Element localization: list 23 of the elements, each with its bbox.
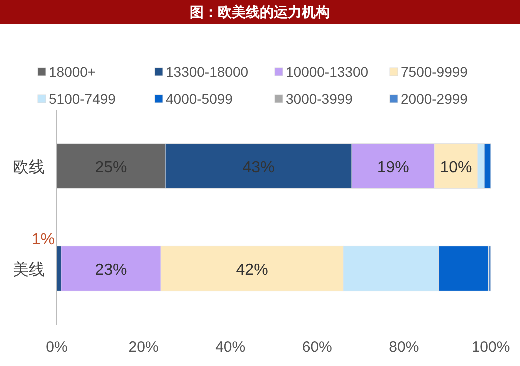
y-tick-label: 美线: [13, 260, 45, 279]
data-label: 23%: [95, 262, 128, 279]
data-label: 10%: [440, 159, 472, 176]
x-tick-label: 100%: [472, 339, 510, 356]
x-tick-label: 40%: [216, 339, 246, 356]
data-label: 43%: [242, 159, 275, 176]
legend-label: 13300-18000: [166, 64, 249, 80]
legend-label: 4000-5099: [166, 91, 234, 107]
chart-title: 图：欧美线的运力机构: [190, 4, 330, 20]
legend-label: 18000+: [49, 64, 96, 80]
legend-label: 2000-2999: [401, 91, 468, 107]
data-label: 19%: [377, 159, 410, 176]
data-label: 1%: [32, 231, 55, 248]
x-tick-label: 80%: [389, 339, 420, 356]
legend-label: 7500-9999: [401, 64, 468, 80]
legend-label: 10000-13300: [286, 64, 369, 80]
legend-label: 5100-7499: [49, 91, 116, 107]
data-label: 42%: [236, 262, 268, 279]
x-tick-label: 0%: [46, 339, 68, 356]
y-tick-label: 欧线: [13, 158, 45, 176]
legend-label: 3000-3999: [286, 91, 354, 107]
x-tick-label: 60%: [302, 339, 332, 356]
x-tick-label: 20%: [128, 339, 159, 356]
